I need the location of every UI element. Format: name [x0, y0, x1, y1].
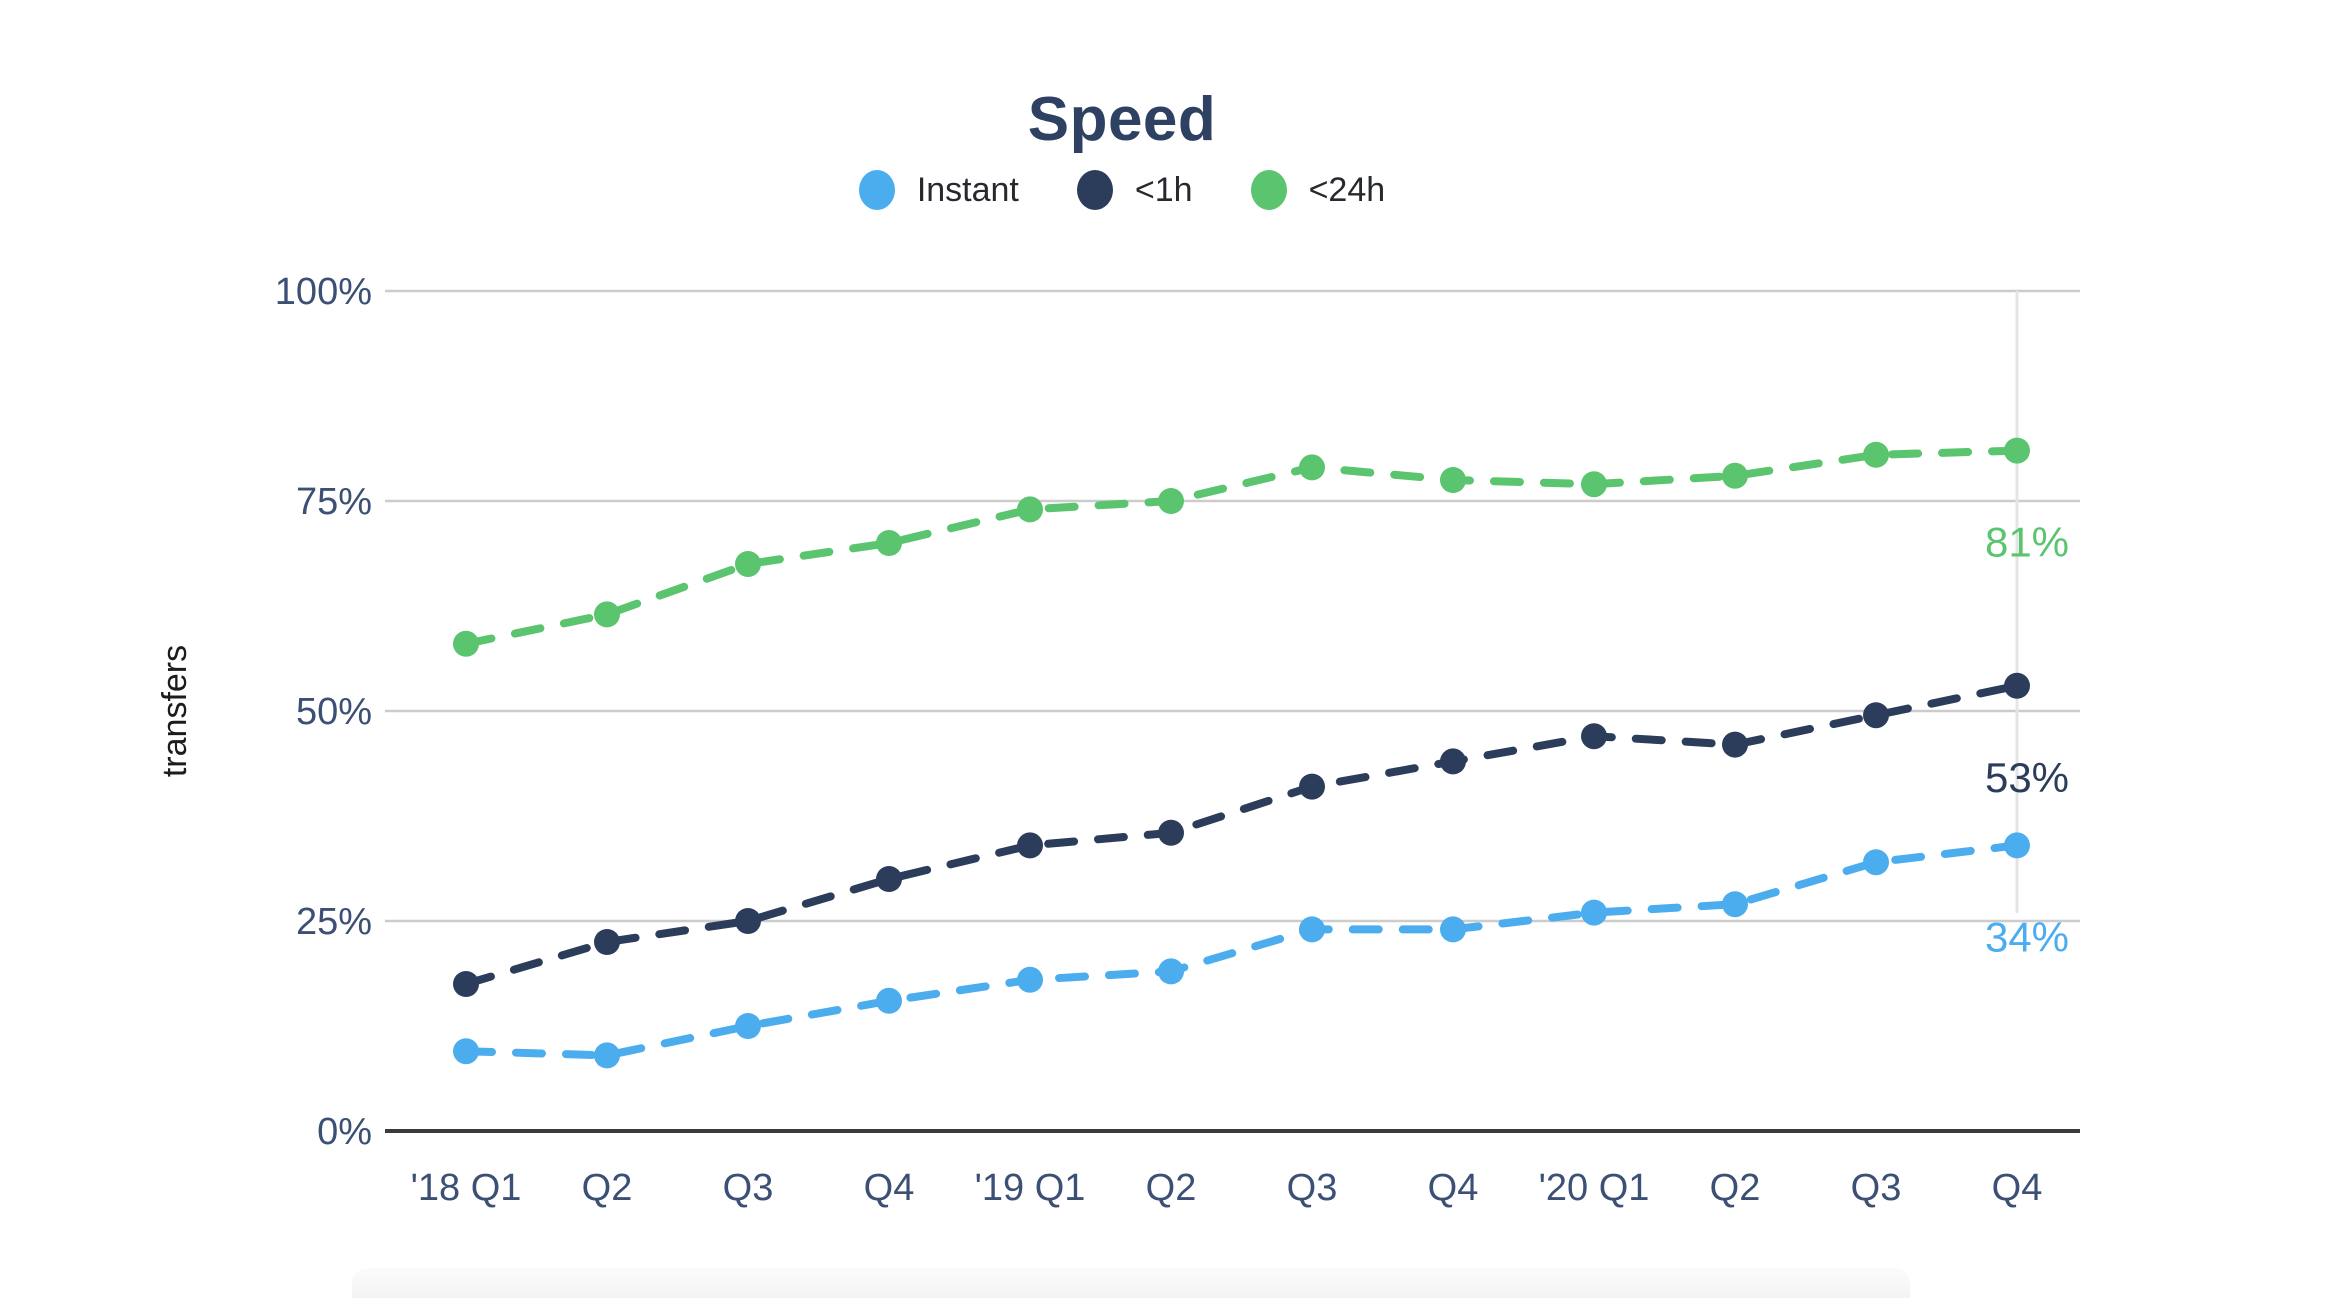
x-tick-label-3: Q4	[864, 1167, 915, 1209]
x-tick-label-2: Q3	[723, 1167, 774, 1209]
data-point-instant-8[interactable]	[1581, 899, 1607, 926]
data-point-instant-6[interactable]	[1299, 916, 1325, 943]
data-point-1h-10[interactable]	[1863, 702, 1889, 729]
x-tick-label-0: '18 Q1	[411, 1167, 522, 1209]
data-point-1h-4[interactable]	[1017, 832, 1043, 859]
legend-marker-icon	[1076, 170, 1113, 210]
data-point-1h-11[interactable]	[2004, 672, 2030, 699]
series-line-24h	[462, 446, 2021, 648]
series-line-instant	[462, 841, 2021, 1060]
data-point-1h-9[interactable]	[1722, 731, 1748, 758]
data-point-instant-10[interactable]	[1863, 849, 1889, 876]
y-tick-label-100: 100%	[275, 271, 372, 313]
data-point-instant-7[interactable]	[1440, 916, 1466, 943]
legend-label: Instant	[916, 170, 1019, 209]
data-point-instant-11[interactable]	[2004, 832, 2030, 859]
data-point-1h-8[interactable]	[1581, 723, 1607, 750]
data-point-24h-2[interactable]	[735, 551, 761, 577]
data-point-1h-5[interactable]	[1158, 819, 1184, 846]
data-point-instant-0[interactable]	[453, 1038, 479, 1065]
y-tick-label-50: 50%	[296, 691, 372, 733]
card-below-edge	[352, 1268, 1910, 1298]
data-point-1h-6[interactable]	[1299, 773, 1325, 800]
end-value-label-24h: 81%	[1985, 519, 2069, 566]
legend-marker-icon	[858, 170, 895, 210]
x-tick-label-5: Q2	[1146, 1167, 1197, 1209]
data-point-1h-7[interactable]	[1440, 748, 1466, 775]
data-point-24h-10[interactable]	[1863, 441, 1889, 468]
legend-item-instant[interactable]: Instant	[858, 170, 1019, 210]
legend-label: <1h	[1134, 170, 1193, 209]
legend-item-1h[interactable]: <1h	[1076, 170, 1193, 210]
data-point-24h-0[interactable]	[453, 630, 479, 657]
end-value-label-instant: 34%	[1985, 913, 2069, 960]
x-tick-label-8: '20 Q1	[1539, 1167, 1650, 1209]
x-tick-label-7: Q4	[1428, 1167, 1479, 1209]
x-tick-label-1: Q2	[582, 1167, 633, 1209]
data-point-1h-2[interactable]	[735, 908, 761, 934]
y-tick-label-25: 25%	[296, 901, 372, 943]
data-point-24h-1[interactable]	[594, 601, 620, 628]
x-tick-label-11: Q4	[1992, 1167, 2043, 1209]
data-point-24h-3[interactable]	[876, 530, 902, 556]
x-tick-label-10: Q3	[1851, 1167, 1902, 1209]
data-point-24h-8[interactable]	[1581, 471, 1607, 498]
data-point-instant-9[interactable]	[1722, 891, 1748, 918]
data-point-24h-11[interactable]	[2004, 437, 2030, 464]
x-tick-label-6: Q3	[1287, 1167, 1338, 1209]
y-axis-title: transfers	[156, 645, 194, 777]
data-point-instant-2[interactable]	[735, 1013, 761, 1039]
chart-legend: Instant <1h <24h	[0, 170, 2244, 210]
x-tick-label-4: '19 Q1	[975, 1167, 1086, 1209]
chart-title: Speed	[1027, 85, 1217, 154]
data-point-24h-9[interactable]	[1722, 462, 1748, 489]
data-point-1h-1[interactable]	[594, 929, 620, 955]
data-point-1h-0[interactable]	[453, 971, 479, 997]
series-line-1h	[462, 681, 2021, 988]
data-point-24h-4[interactable]	[1017, 496, 1043, 523]
end-value-label-1h: 53%	[1985, 754, 2069, 801]
legend-label: <24h	[1308, 170, 1386, 209]
x-tick-label-9: Q2	[1710, 1167, 1761, 1209]
legend-item-24h[interactable]: <24h	[1250, 170, 1386, 210]
data-point-instant-1[interactable]	[594, 1042, 620, 1069]
data-point-instant-4[interactable]	[1017, 966, 1043, 993]
y-tick-label-0: 0%	[317, 1111, 372, 1153]
y-tick-label-75: 75%	[296, 481, 372, 523]
data-point-24h-6[interactable]	[1299, 454, 1325, 481]
data-point-instant-3[interactable]	[876, 987, 902, 1014]
data-point-24h-7[interactable]	[1440, 467, 1466, 493]
data-point-24h-5[interactable]	[1158, 488, 1184, 514]
data-point-instant-5[interactable]	[1158, 958, 1184, 985]
data-point-1h-3[interactable]	[876, 866, 902, 892]
legend-marker-icon	[1250, 170, 1287, 210]
